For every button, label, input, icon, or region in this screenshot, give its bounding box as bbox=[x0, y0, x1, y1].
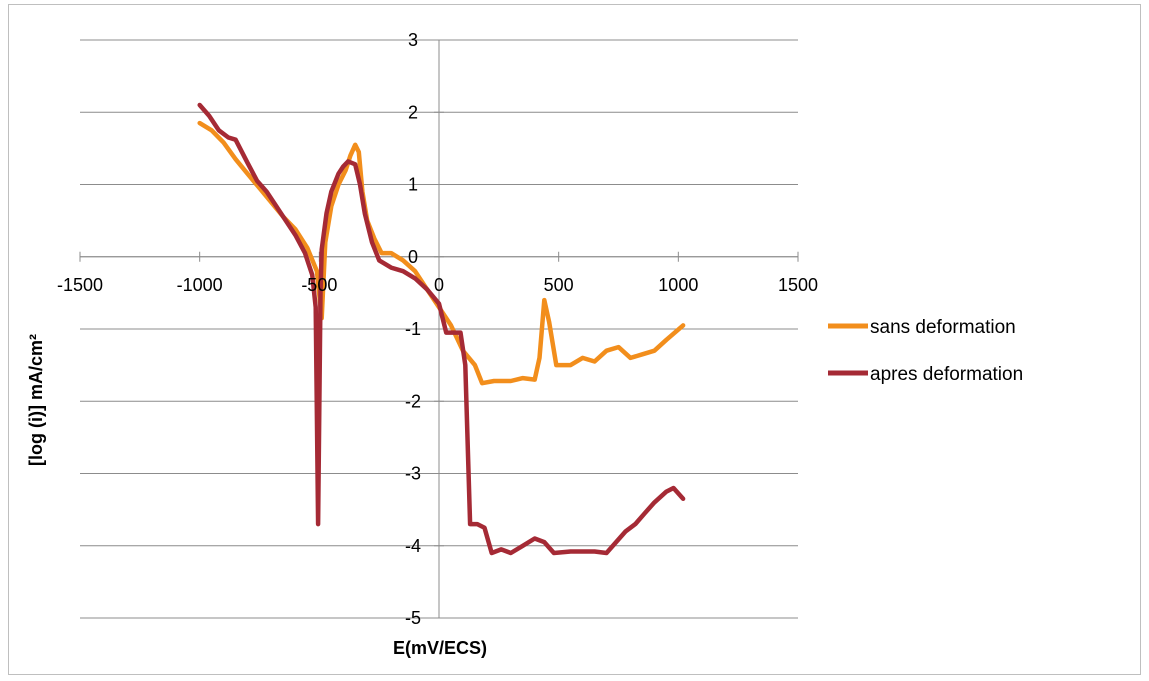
y-tick-label: 3 bbox=[408, 30, 418, 50]
x-axis-title: E(mV/ECS) bbox=[393, 638, 487, 658]
y-tick-label: -2 bbox=[405, 391, 421, 411]
y-tick-label: 1 bbox=[408, 175, 418, 195]
x-tick-label: -500 bbox=[301, 275, 337, 295]
y-tick-label: 2 bbox=[408, 102, 418, 122]
x-tick-label: -1000 bbox=[177, 275, 223, 295]
y-tick-label: -5 bbox=[405, 608, 421, 628]
chart-frame bbox=[8, 4, 1141, 675]
y-tick-label: -4 bbox=[405, 536, 421, 556]
y-axis-title: [log (i)] mA/cm² bbox=[26, 334, 46, 466]
axes bbox=[79, 39, 799, 619]
y-tick-label: 0 bbox=[408, 247, 418, 267]
series-lines bbox=[197, 102, 686, 556]
x-tick-label: 1500 bbox=[778, 275, 818, 295]
y-tick-label: -3 bbox=[405, 464, 421, 484]
legend: sans deformation apres deformation bbox=[828, 317, 1023, 385]
series-line-1 bbox=[197, 120, 686, 386]
tick-labels: -1500 -1000 -500 0 500 1000 1500 -5 -4 -3 -2 -1 0 1 2 3 bbox=[57, 30, 818, 628]
y-tick-label: -1 bbox=[405, 319, 421, 339]
x-tick-label: 1000 bbox=[658, 275, 698, 295]
x-tick-label: 0 bbox=[434, 275, 444, 295]
legend-label: apres deformation bbox=[870, 364, 1023, 385]
legend-label: sans deformation bbox=[870, 317, 1016, 338]
legend-item-2: apres deformation bbox=[828, 364, 1023, 385]
series-line-2 bbox=[197, 102, 686, 556]
x-tick-label: -1500 bbox=[57, 275, 103, 295]
x-tick-label: 500 bbox=[544, 275, 574, 295]
legend-item-1: sans deformation bbox=[828, 317, 1016, 338]
